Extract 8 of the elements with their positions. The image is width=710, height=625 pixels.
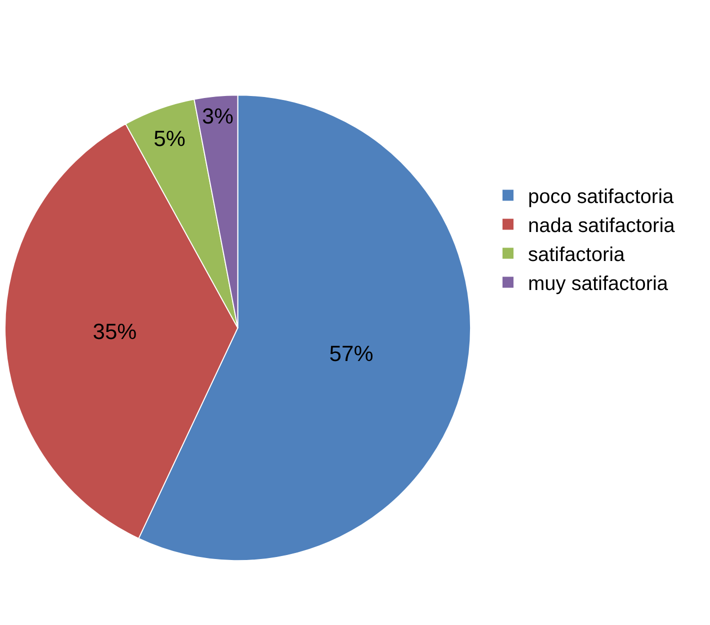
- legend-label: nada satifactoria: [528, 215, 676, 237]
- data-label: 35%: [92, 319, 137, 344]
- data-label: 57%: [329, 340, 374, 366]
- legend-label: satifactoria: [528, 244, 626, 266]
- legend-label: poco satifactoria: [528, 186, 675, 208]
- data-label: 5%: [154, 126, 186, 152]
- legend-label: muy satifactoria: [528, 273, 669, 295]
- data-label: 3%: [202, 104, 234, 129]
